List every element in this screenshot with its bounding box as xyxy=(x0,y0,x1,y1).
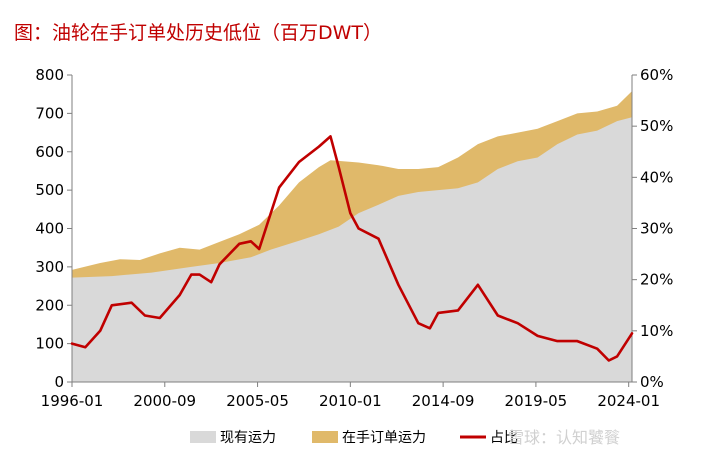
y-right-tick-label: 20% xyxy=(640,271,673,289)
area-existing-capacity xyxy=(72,117,632,382)
y-left-tick-label: 700 xyxy=(35,104,64,122)
legend-orderbook-swatch xyxy=(312,431,338,443)
x-tick-label: 2014-09 xyxy=(412,392,475,410)
x-tick-label: 2000-09 xyxy=(133,392,196,410)
y-left-tick-label: 600 xyxy=(35,143,64,161)
y-right-tick-label: 10% xyxy=(640,322,673,340)
y-left-tick-label: 0 xyxy=(54,373,64,391)
y-right-tick-label: 50% xyxy=(640,117,673,135)
x-tick-label: 2010-01 xyxy=(319,392,382,410)
y-right-tick-label: 30% xyxy=(640,220,673,238)
legend-existing-capacity-label: 现有运力 xyxy=(220,430,276,446)
y-left-tick-label: 100 xyxy=(35,335,64,353)
watermark: 雪球：认知饕餮 xyxy=(508,428,620,447)
y-right-tick-label: 40% xyxy=(640,168,673,186)
y-left-tick-label: 500 xyxy=(35,181,64,199)
line-ratio xyxy=(70,135,634,362)
legend-existing-capacity: 现有运力 xyxy=(190,430,276,446)
y-right-tick-label: 60% xyxy=(640,66,673,84)
legend-orderbook-label: 在手订单运力 xyxy=(342,430,426,446)
legend-ratio-label: 占比 xyxy=(490,430,518,446)
legend-existing-capacity-swatch xyxy=(190,431,216,443)
y-right-tick-label: 0% xyxy=(640,373,664,391)
y-left-tick-label: 400 xyxy=(35,220,64,238)
y-left-tick-label: 200 xyxy=(35,296,64,314)
legend-orderbook: 在手订单运力 xyxy=(312,430,426,446)
y-left-tick-label: 300 xyxy=(35,258,64,276)
legend-ratio: 占比 xyxy=(460,430,518,446)
x-tick-label: 2005-05 xyxy=(226,392,289,410)
y-left-tick-label: 800 xyxy=(35,66,64,84)
x-tick-label: 2019-05 xyxy=(505,392,568,410)
x-tick-label: 2024-01 xyxy=(597,392,660,410)
chart-title: 图：油轮在手订单处历史低位（百万DWT） xyxy=(14,22,383,44)
x-tick-label: 1996-01 xyxy=(41,392,104,410)
